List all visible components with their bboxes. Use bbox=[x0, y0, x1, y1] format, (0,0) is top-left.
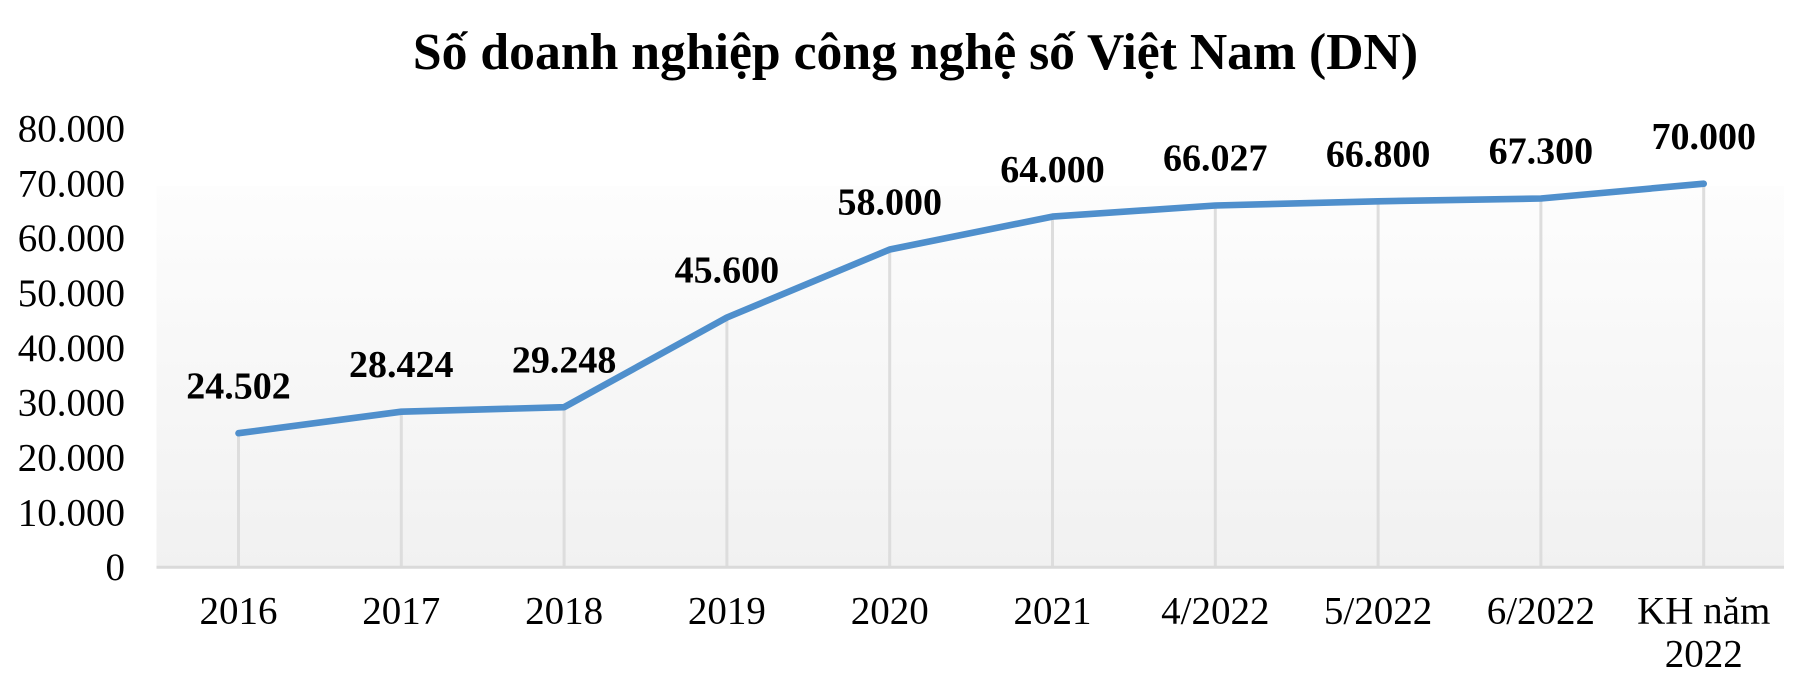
svg-text:80.000: 80.000 bbox=[18, 108, 125, 151]
svg-text:70.000: 70.000 bbox=[1651, 116, 1756, 158]
svg-text:40.000: 40.000 bbox=[18, 327, 125, 370]
svg-text:60.000: 60.000 bbox=[18, 217, 125, 260]
svg-text:KH năm: KH năm bbox=[1637, 589, 1770, 632]
svg-text:58.000: 58.000 bbox=[837, 182, 942, 224]
svg-text:2020: 2020 bbox=[851, 589, 929, 632]
svg-text:66.800: 66.800 bbox=[1326, 134, 1431, 176]
svg-text:30.000: 30.000 bbox=[18, 382, 125, 425]
svg-text:2016: 2016 bbox=[200, 589, 278, 632]
svg-text:45.600: 45.600 bbox=[675, 250, 780, 292]
svg-text:2018: 2018 bbox=[525, 589, 603, 632]
svg-text:4/2022: 4/2022 bbox=[1161, 589, 1269, 632]
svg-text:2017: 2017 bbox=[362, 589, 440, 632]
svg-text:Số doanh nghiệp công nghệ số V: Số doanh nghiệp công nghệ số Việt Nam (D… bbox=[413, 24, 1418, 81]
svg-text:24.502: 24.502 bbox=[186, 365, 291, 407]
svg-text:2019: 2019 bbox=[688, 589, 766, 632]
svg-text:5/2022: 5/2022 bbox=[1324, 589, 1432, 632]
svg-text:6/2022: 6/2022 bbox=[1487, 589, 1595, 632]
svg-text:0: 0 bbox=[106, 546, 126, 589]
svg-text:20.000: 20.000 bbox=[18, 437, 125, 480]
svg-text:50.000: 50.000 bbox=[18, 272, 125, 315]
svg-text:70.000: 70.000 bbox=[18, 162, 125, 205]
svg-text:66.027: 66.027 bbox=[1163, 138, 1268, 180]
svg-text:28.424: 28.424 bbox=[349, 344, 454, 386]
svg-text:2021: 2021 bbox=[1014, 589, 1092, 632]
svg-text:67.300: 67.300 bbox=[1489, 131, 1594, 173]
svg-text:2022: 2022 bbox=[1665, 632, 1743, 675]
svg-text:64.000: 64.000 bbox=[1000, 149, 1105, 191]
svg-text:29.248: 29.248 bbox=[512, 339, 617, 381]
svg-text:10.000: 10.000 bbox=[18, 491, 125, 534]
